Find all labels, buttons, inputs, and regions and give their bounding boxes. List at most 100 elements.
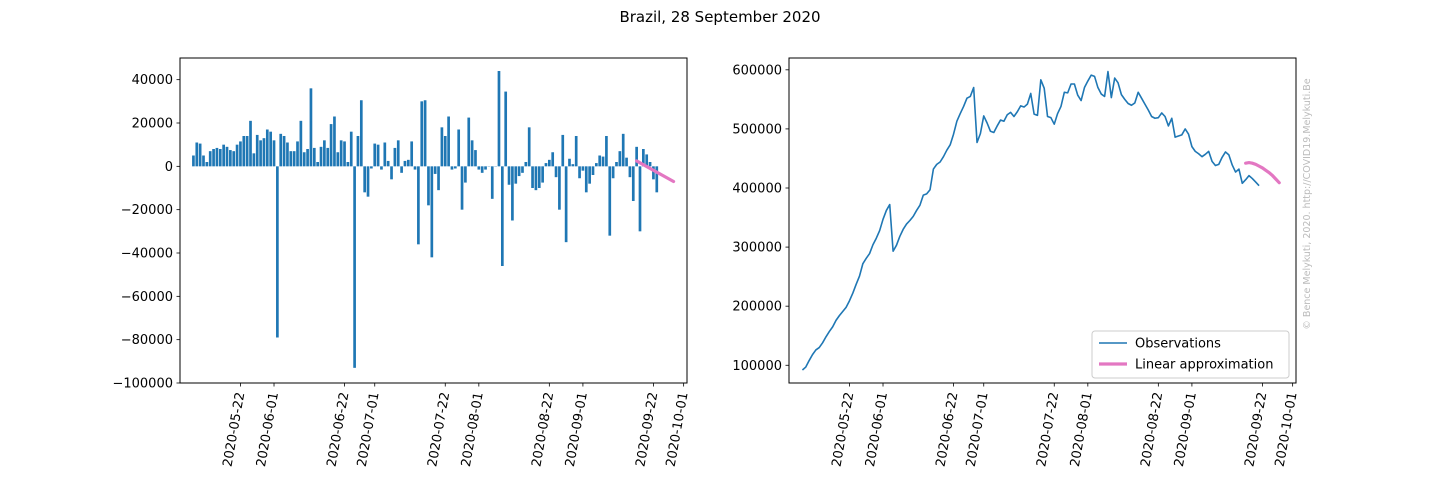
daily-change-bar bbox=[232, 151, 235, 166]
daily-change-bar bbox=[464, 166, 467, 182]
daily-change-bar bbox=[289, 151, 292, 166]
watermark: © Bence Melykuti, 2020. http://COVID19.M… bbox=[1302, 78, 1313, 329]
daily-change-bar bbox=[649, 162, 652, 166]
daily-change-bar bbox=[202, 156, 205, 167]
right-x-tick-label: 2020-09-01 bbox=[1172, 391, 1200, 468]
daily-change-bar bbox=[323, 140, 326, 166]
daily-change-bar bbox=[531, 166, 534, 188]
daily-change-bar bbox=[548, 160, 551, 167]
daily-change-bar bbox=[266, 130, 269, 167]
left-axis-ticks: −100000 −80000 −60000 −40000 −20000 0 20000 400… bbox=[112, 73, 691, 468]
daily-change-bar bbox=[451, 166, 454, 169]
daily-change-bar bbox=[635, 147, 638, 167]
daily-change-bar bbox=[242, 136, 245, 166]
daily-change-bar bbox=[236, 145, 239, 167]
right-x-tick-label: 2020-08-01 bbox=[1068, 391, 1096, 468]
daily-change-bar bbox=[303, 152, 306, 166]
legend: Observations Linear approximation bbox=[1092, 331, 1289, 378]
daily-change-bar bbox=[504, 92, 507, 167]
daily-change-bar bbox=[538, 166, 541, 188]
right-x-tick-label: 2020-10-01 bbox=[1273, 391, 1301, 468]
daily-change-bar bbox=[457, 130, 460, 167]
right-y-tick-label: 500000 bbox=[732, 122, 782, 137]
figure-title: Brazil, 28 September 2020 bbox=[619, 8, 820, 26]
daily-change-bar bbox=[511, 166, 514, 220]
left-y-tick-label: 0 bbox=[165, 160, 173, 175]
daily-change-bar bbox=[444, 136, 447, 166]
left-x-tick-label: 2020-10-01 bbox=[664, 391, 692, 468]
daily-change-bar bbox=[605, 136, 608, 166]
daily-change-bar bbox=[447, 117, 450, 167]
daily-change-bar bbox=[528, 127, 531, 166]
daily-change-bar bbox=[608, 166, 611, 235]
daily-change-bar bbox=[320, 147, 323, 167]
right-x-tick-label: 2020-07-01 bbox=[964, 391, 992, 468]
daily-change-bar bbox=[461, 166, 464, 209]
daily-change-bar bbox=[296, 141, 299, 166]
daily-change-linear-fit-line bbox=[637, 161, 674, 182]
daily-change-bar bbox=[343, 141, 346, 166]
daily-change-bar bbox=[477, 166, 480, 169]
daily-change-bar bbox=[498, 71, 501, 166]
right-x-tick-label: 2020-09-22 bbox=[1242, 391, 1270, 468]
daily-change-bar bbox=[195, 143, 198, 167]
daily-change-bar bbox=[226, 147, 229, 167]
daily-change-bar bbox=[441, 127, 444, 166]
daily-change-bar bbox=[263, 138, 266, 166]
daily-change-bar bbox=[629, 166, 632, 177]
observations-line-chart: 1000002000003000004000005000006000002020… bbox=[732, 58, 1300, 468]
daily-change-bar bbox=[273, 140, 276, 166]
daily-change-bar bbox=[370, 166, 373, 168]
left-x-tick-label: 2020-07-01 bbox=[355, 391, 383, 468]
left-y-tick-label: 40000 bbox=[132, 73, 173, 88]
right-axis-ticks: 100000 200000 300000 400000 500000 600000 2020… bbox=[732, 63, 1300, 468]
daily-change-bar bbox=[367, 166, 370, 196]
daily-change-bar-chart: −100000 −80000 −60000 −40000 −20000 0 20000 400… bbox=[112, 58, 691, 468]
daily-change-bar bbox=[454, 166, 457, 168]
daily-change-bar bbox=[524, 162, 527, 166]
daily-change-bar bbox=[592, 166, 595, 175]
daily-change-bar bbox=[585, 166, 588, 192]
daily-change-bar bbox=[206, 162, 209, 166]
daily-change-bar bbox=[484, 166, 487, 169]
daily-change-bar bbox=[508, 166, 511, 184]
daily-change-bar bbox=[313, 148, 316, 166]
daily-change-bar bbox=[414, 166, 417, 169]
daily-change-bar bbox=[541, 166, 544, 182]
daily-change-bar bbox=[474, 150, 477, 166]
daily-change-bar bbox=[363, 166, 366, 192]
daily-change-bar bbox=[407, 160, 410, 167]
right-x-tick-label: 2020-07-22 bbox=[1034, 391, 1062, 468]
daily-change-bar bbox=[434, 166, 437, 174]
left-x-tick-label: 2020-06-01 bbox=[254, 391, 282, 468]
daily-change-bar bbox=[467, 118, 470, 167]
daily-change-bar bbox=[199, 144, 202, 167]
daily-change-bar bbox=[300, 121, 303, 167]
daily-change-bar bbox=[350, 132, 353, 167]
daily-change-bar bbox=[558, 166, 561, 209]
daily-change-bar bbox=[565, 166, 568, 242]
daily-change-bar bbox=[521, 166, 524, 173]
daily-change-bar bbox=[229, 150, 232, 166]
daily-change-bar bbox=[286, 143, 289, 167]
daily-change-bar bbox=[639, 166, 642, 231]
left-y-tick-label: −80000 bbox=[121, 333, 173, 348]
daily-change-bar bbox=[256, 135, 259, 166]
daily-change-bar bbox=[209, 151, 212, 166]
daily-change-bar bbox=[394, 148, 397, 166]
daily-change-bar bbox=[400, 166, 403, 173]
daily-change-bar bbox=[293, 151, 296, 166]
daily-change-bar bbox=[239, 141, 242, 166]
daily-change-bar bbox=[427, 166, 430, 205]
daily-change-bar bbox=[259, 140, 262, 166]
daily-change-bar bbox=[514, 166, 517, 183]
daily-change-bar bbox=[615, 162, 618, 166]
daily-change-bar bbox=[353, 166, 356, 367]
left-x-tick-label: 2020-05-22 bbox=[220, 391, 248, 468]
daily-change-bar bbox=[471, 140, 474, 166]
left-x-tick-label: 2020-08-01 bbox=[459, 391, 487, 468]
daily-change-bar bbox=[330, 124, 333, 166]
daily-change-bar bbox=[598, 156, 601, 167]
daily-change-bar bbox=[383, 143, 386, 167]
observations-line bbox=[802, 72, 1259, 370]
